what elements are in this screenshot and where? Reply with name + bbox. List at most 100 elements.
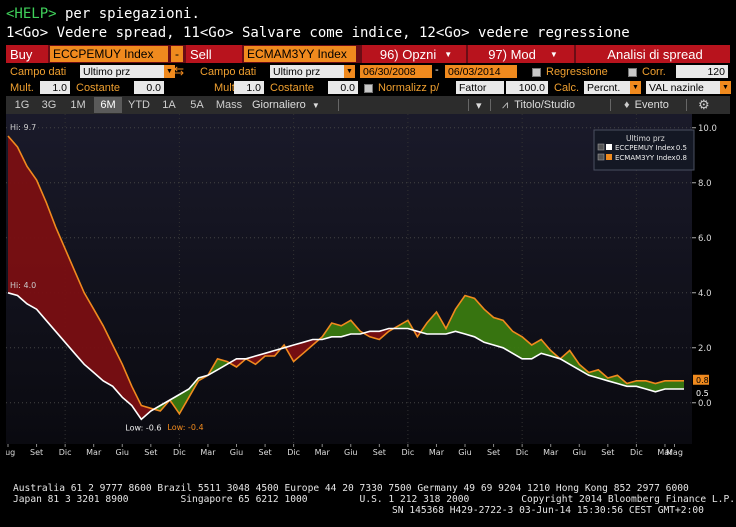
series-line-eccpemuy [7,292,684,421]
x-month-label: Set [30,448,43,457]
legend-swatch [606,154,612,160]
chevron-down-icon[interactable]: ▼ [164,65,175,78]
x-month-label: Dic [401,448,414,457]
mod-label: 97) Mod [488,46,536,62]
y-axis-labels: 10.0 8.0 6.0 4.0 2.0 0.0 [692,124,717,409]
legend-swatch [606,144,612,150]
spread-negative-area [420,295,684,392]
end-date-field[interactable]: 06/03/2014 [445,65,517,78]
calc-value[interactable]: Percnt. [584,81,630,94]
spread-positive-area [8,136,154,420]
x-month-label: Mar [429,448,445,457]
chevron-down-icon[interactable]: ▼ [720,81,731,94]
x-month-label: Giu [116,448,130,457]
x-month-label: Dic [287,448,300,457]
x-month-label: Set [487,448,500,457]
x-month-label: Giu [573,448,587,457]
period-1m[interactable]: 1M [70,99,86,111]
y-tick-label: 6.0 [698,234,712,244]
legend-entry-name: ECMAM3YY Index [615,154,676,162]
regression-label: Regressione [546,66,608,78]
security1-field[interactable]: ECCPEMUY Index [50,46,168,62]
mult-label-1: Mult. [10,82,34,94]
x-month-label: Mag [666,448,683,457]
mult-label-2: Mult. [214,82,238,94]
divider [610,99,611,111]
legend-entry-name: ECCPEMUY Index [615,144,675,152]
factor-value[interactable]: 100.0 [506,81,548,94]
plot-area [6,114,692,444]
normalize-checkbox[interactable] [364,84,373,93]
spread-chart: 10.0 8.0 6.0 4.0 2.0 0.0 Lug Set Dic Mar Giu Set Di… [6,114,730,457]
start-date-field[interactable]: 06/30/2008 [360,65,432,78]
series-lines [7,135,684,421]
val-value[interactable]: VAL nazinle [646,81,720,94]
chevron-down-icon[interactable]: ▾ [476,99,482,112]
period-toolbar: 1G 3G 1M 6M YTD 1A 5A Mass Giornaliero ▼… [6,96,730,114]
date-separator: - [435,64,439,76]
gear-icon[interactable]: ⚙ [698,97,710,112]
x-month-label: Mar [200,448,216,457]
y-tick-label: 4.0 [698,289,712,299]
divider [686,99,687,111]
chevron-down-icon[interactable]: ▼ [344,65,355,78]
chevron-down-icon[interactable]: ▼ [630,81,641,94]
x-month-label: Set [373,448,386,457]
hi-label-orange: Hi: 9.7 [10,123,36,132]
data-field-value-1[interactable]: Ultimo prz [80,65,164,78]
period-ytd[interactable]: YTD [128,99,150,111]
series-line-ecmam3yy [7,135,684,416]
corr-value[interactable]: 120 [676,65,728,78]
divider [338,99,339,111]
frequency-dropdown[interactable]: Giornaliero ▼ [252,96,320,114]
spread-analysis-button[interactable]: Analisi di spread [576,45,730,63]
period-max[interactable]: Mass [215,99,243,111]
mod-button[interactable]: 97) Mod ▼ [468,45,574,63]
x-month-label: Lug [6,448,15,457]
event-button[interactable]: ♦ Evento [624,96,669,114]
frequency-label: Giornaliero [252,99,306,111]
corr-checkbox[interactable] [628,68,637,77]
x-month-label: Dic [630,448,643,457]
divider [468,99,469,111]
title-study-label: Titolo/Studio [514,99,575,111]
period-5a[interactable]: 5A [190,99,204,111]
chevron-down-icon: ▼ [311,100,320,110]
title-study-button[interactable]: ⩘ Titolo/Studio [502,96,575,114]
data-field-label-1: Campo dati [10,66,67,78]
spread-positive-area [229,348,281,367]
sell-button[interactable]: Sell [186,45,242,63]
x-month-label: Dic [516,448,529,457]
const-label-1: Costante [76,82,121,94]
const-value-2[interactable]: 0.0 [328,81,358,94]
params-row-2: Mult. 1.0 Costante 0.0 Mult. 1.0 Costant… [6,80,731,96]
footer-session-line: SN 145368 H429-2722-3 03-Jun-14 15:30:56… [392,505,704,516]
const-value-1[interactable]: 0.0 [134,81,164,94]
buy-button[interactable]: Buy [6,45,48,63]
x-month-label: Mar [315,448,331,457]
operator-field[interactable]: - [171,46,183,62]
x-month-label: Set [259,448,272,457]
y-tick-label: 10.0 [698,124,717,134]
options-button[interactable]: 96) Opzni ▼ [362,45,466,63]
y-tick-label: 2.0 [698,344,712,354]
mult-value-1[interactable]: 1.0 [40,81,70,94]
last-value-orange: 0.8 [696,376,709,385]
const-label-2: Costante [270,82,315,94]
period-3g[interactable]: 3G [41,99,57,111]
help-key[interactable]: <HELP> [6,6,57,22]
period-6m[interactable]: 6M [94,97,122,113]
regression-checkbox[interactable] [532,68,541,77]
annotations: Hi: 9.7 Hi: 4.0 Low: -0.6 Low: -0.4 0.8 0.5 [10,123,709,432]
factor-label: Fattor [456,81,504,94]
last-value-white: 0.5 [696,389,709,398]
mult-value-2[interactable]: 1.0 [234,81,264,94]
divider [490,99,491,111]
period-1a[interactable]: 1A [162,99,176,111]
x-month-label: Set [144,448,157,457]
security2-field[interactable]: ECMAM3YY Index [244,46,356,62]
data-field-value-2[interactable]: Ultimo prz [270,65,344,78]
swap-icon[interactable]: ⇆ [174,64,185,78]
period-1g[interactable]: 1G [14,99,30,111]
